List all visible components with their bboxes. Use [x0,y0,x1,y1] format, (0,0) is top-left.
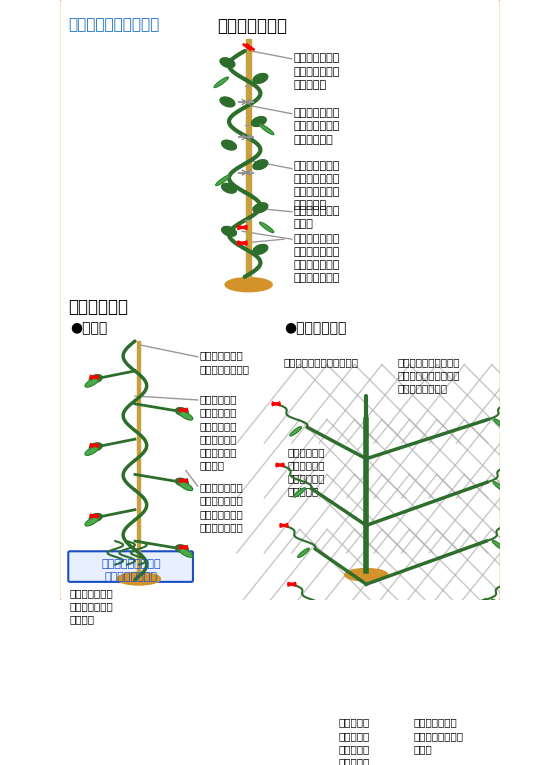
Polygon shape [179,412,193,420]
Polygon shape [216,175,230,186]
Text: （２）混性型: （２）混性型 [68,298,128,316]
Polygon shape [253,160,268,170]
Polygon shape [492,599,503,608]
Polygon shape [175,478,188,487]
Ellipse shape [225,278,272,291]
Polygon shape [290,427,301,436]
Polygon shape [494,419,505,428]
Polygon shape [253,73,268,83]
Polygon shape [490,654,501,663]
Polygon shape [298,549,309,558]
Polygon shape [260,222,274,233]
Text: ●中間型: ●中間型 [70,321,107,336]
Polygon shape [492,540,504,549]
Polygon shape [89,375,102,382]
Polygon shape [179,482,193,490]
FancyBboxPatch shape [68,552,193,582]
Polygon shape [179,549,193,557]
Text: 出てくる孫づる
は、すべて同様に
摘芯。: 出てくる孫づる は、すべて同様に 摘芯。 [413,718,463,754]
Polygon shape [175,545,188,553]
Bar [246,39,251,278]
Polygon shape [222,140,236,150]
Polygon shape [85,379,99,387]
Text: 親づるは支柱に
誘引。: 親づるは支柱に 誘引。 [293,207,340,230]
Text: （１）全雌花型: （１）全雌花型 [217,18,287,35]
Text: 支柱立て・整枝・誘引: 支柱立て・整枝・誘引 [68,18,160,32]
Ellipse shape [345,568,388,581]
Text: ●飛び節成り型: ●飛び節成り型 [284,321,346,336]
Polygon shape [175,408,188,415]
Text: 各節に雌花がつ
くが、若どりを
して樹勢の安定
に努める。: 各節に雌花がつ くが、若どりを して樹勢の安定 に努める。 [293,161,340,210]
Text: 株元の子づ
る２～３本
は、早めに
摘み取る。: 株元の子づ る２～３本 は、早めに 摘み取る。 [339,718,370,765]
Polygon shape [251,117,266,126]
Text: 親づるには連
続して雌花は
つかない。雌
花がついた節
から子づるは
出ない。: 親づるには連 続して雌花は つかない。雌 花がついた節 から子づるは 出ない。 [199,395,237,470]
Text: 親づるは７～８節で摘芯。: 親づるは７～８節で摘芯。 [284,356,359,366]
Polygon shape [493,482,505,491]
Text: 株元から出る子
づるは早めに摘
み取る。: 株元から出る子 づるは早めに摘 み取る。 [70,588,114,624]
Polygon shape [89,513,102,522]
Polygon shape [310,662,321,671]
Text: １株ごとに支柱
を立てて親づる
を誘引する。: １株ごとに支柱 を立てて親づる を誘引する。 [293,108,340,145]
Polygon shape [214,77,228,87]
Text: 子づるは４～
５本伸ばし、
ネットに誘引
していく。: 子づるは４～ ５本伸ばし、 ネットに誘引 していく。 [288,447,325,496]
Polygon shape [294,488,305,497]
Polygon shape [222,184,236,193]
Polygon shape [85,517,99,526]
Text: 株元から出る子
づるは早めに摘
み取り、親づる
の伸長を促す。: 株元から出る子 づるは早めに摘 み取り、親づる の伸長を促す。 [293,233,340,283]
Bar [137,341,141,572]
Polygon shape [85,447,99,455]
Polygon shape [220,58,235,67]
Text: 支柱、ネット誘引の
いずれでもよい。: 支柱、ネット誘引の いずれでもよい。 [101,559,161,582]
Polygon shape [253,203,268,213]
Polygon shape [306,607,317,617]
Polygon shape [260,124,274,135]
FancyBboxPatch shape [59,0,501,601]
Polygon shape [220,97,235,107]
Polygon shape [253,245,268,254]
Polygon shape [89,443,102,451]
Text: 子づるの１節目
に必ず雌花がつ
くので、２枚葉
を残して摘芯。: 子づるの１節目 に必ず雌花がつ くので、２枚葉 を残して摘芯。 [199,482,243,532]
Text: 支柱丈いっぱい
に親づるが伸び
たら摘芯。: 支柱丈いっぱい に親づるが伸び たら摘芯。 [293,54,340,90]
Ellipse shape [117,572,160,585]
Polygon shape [222,226,236,236]
Text: 孫づるの１節目に必ず
雌花がつくので、葉を
２枚残して摘芯。: 孫づるの１節目に必ず 雌花がつくので、葉を ２枚残して摘芯。 [398,356,460,393]
Text: 親づるは支柱丈
いっぱいで摘芯。: 親づるは支柱丈 いっぱいで摘芯。 [199,350,249,374]
